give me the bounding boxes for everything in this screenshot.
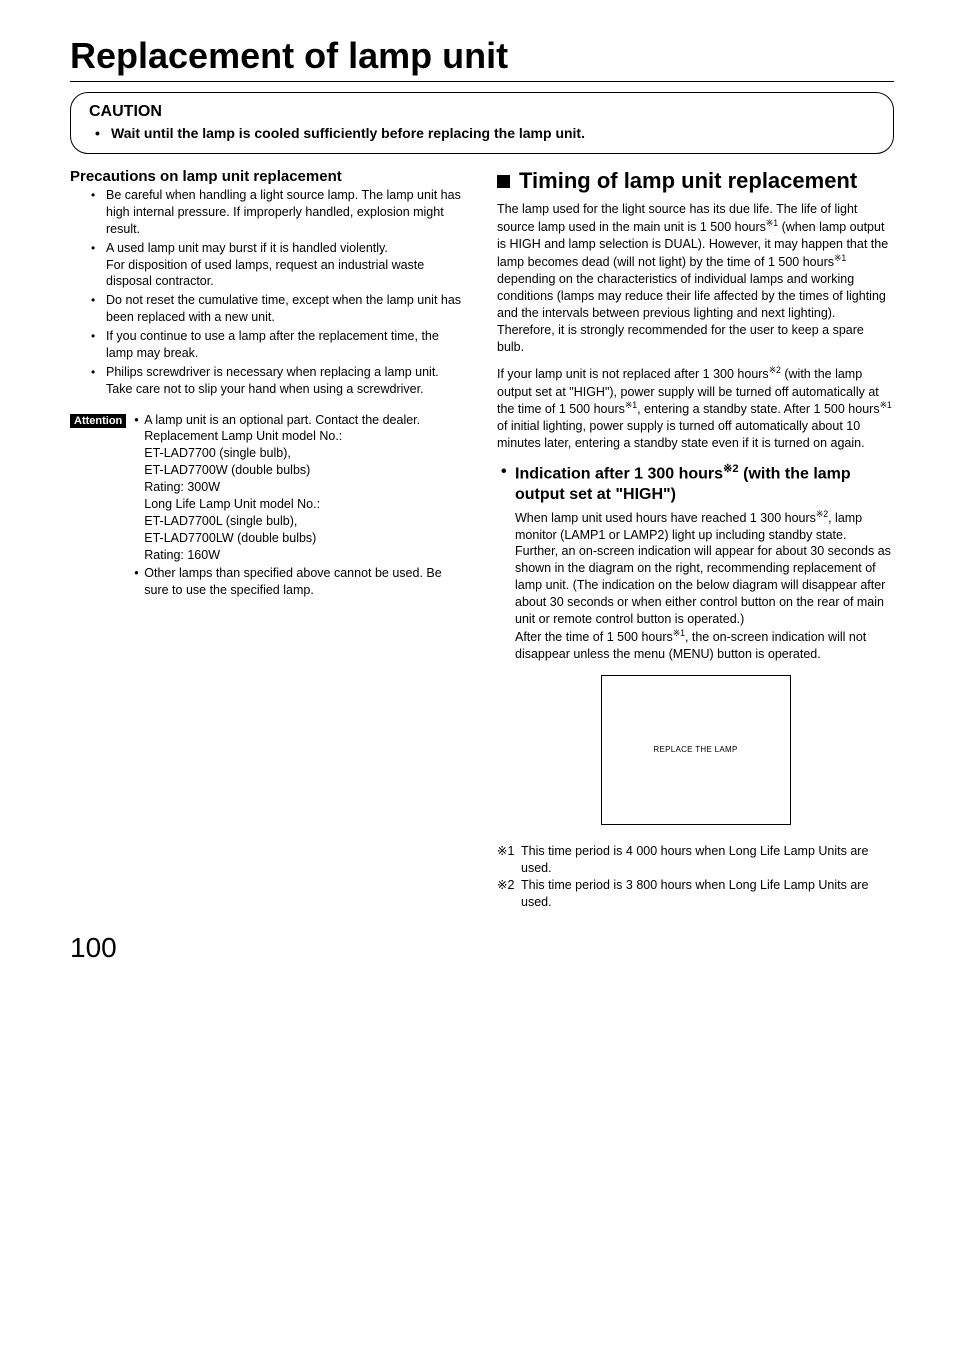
timing-paragraph-2: If your lamp unit is not replaced after … [497, 365, 894, 452]
indication-paragraph-2: Further, an on-screen indication will ap… [515, 543, 894, 627]
caution-heading: CAUTION [89, 103, 875, 121]
content-columns: Precautions on lamp unit replacement Be … [70, 168, 894, 912]
list-item: A lamp unit is an optional part. Contact… [134, 412, 467, 564]
text-span: Indication after 1 300 hours [515, 466, 723, 483]
osd-text: REPLACE THE LAMP [653, 745, 737, 754]
footnote-ref: ※1 [880, 400, 892, 410]
caution-text: Wait until the lamp is cooled sufficient… [111, 125, 875, 141]
list-item: Do not reset the cumulative time, except… [106, 292, 467, 326]
footnote-ref: ※2 [816, 509, 828, 519]
footnote-ref: ※1 [673, 628, 685, 638]
list-item: Philips screwdriver is necessary when re… [106, 364, 467, 398]
list-item: A used lamp unit may burst if it is hand… [106, 240, 467, 291]
attention-block: Attention A lamp unit is an optional par… [70, 412, 467, 602]
footnote-marker: ※1 [497, 843, 514, 860]
footnote-text: This time period is 3 800 hours when Lon… [521, 878, 868, 909]
footnote-item: ※2 This time period is 3 800 hours when … [497, 877, 894, 911]
text-span: If your lamp unit is not replaced after … [497, 368, 769, 382]
footnote-item: ※1 This time period is 4 000 hours when … [497, 843, 894, 877]
timing-paragraph-1: The lamp used for the light source has i… [497, 201, 894, 355]
text-span: of initial lighting, power supply is tur… [497, 419, 865, 450]
text-span: , entering a standby state. After 1 500 … [637, 403, 880, 417]
left-column: Precautions on lamp unit replacement Be … [70, 168, 467, 912]
indication-paragraph-3: After the time of 1 500 hours※1, the on-… [515, 628, 894, 663]
timing-title: Timing of lamp unit replacement [497, 168, 894, 193]
precautions-list: Be careful when handling a light source … [70, 187, 467, 398]
footnote-ref: ※1 [766, 218, 778, 228]
title-rule [70, 81, 894, 82]
footnote-ref: ※2 [723, 463, 739, 475]
page-title: Replacement of lamp unit [70, 35, 894, 77]
footnote-list: ※1 This time period is 4 000 hours when … [497, 843, 894, 912]
indication-paragraph: When lamp unit used hours have reached 1… [515, 509, 894, 544]
page-number: 100 [70, 932, 894, 964]
footnote-ref: ※1 [834, 253, 846, 263]
footnote-ref: ※2 [769, 365, 781, 375]
text-span: depending on the characteristics of indi… [497, 272, 886, 354]
footnote-text: This time period is 4 000 hours when Lon… [521, 844, 868, 875]
list-item: If you continue to use a lamp after the … [106, 328, 467, 362]
list-item: Other lamps than specified above cannot … [134, 565, 467, 599]
osd-diagram: REPLACE THE LAMP [601, 675, 791, 825]
footnote-ref: ※1 [625, 400, 637, 410]
indication-title: Indication after 1 300 hours※2 (with the… [515, 462, 894, 504]
list-item: Be careful when handling a light source … [106, 187, 467, 238]
text-span: After the time of 1 500 hours [515, 630, 673, 644]
precautions-heading: Precautions on lamp unit replacement [70, 168, 467, 185]
attention-badge: Attention [70, 414, 126, 428]
caution-box: CAUTION Wait until the lamp is cooled su… [70, 92, 894, 154]
footnote-marker: ※2 [497, 877, 514, 894]
indication-subsection: Indication after 1 300 hours※2 (with the… [497, 462, 894, 663]
right-column: Timing of lamp unit replacement The lamp… [497, 168, 894, 912]
attention-list: A lamp unit is an optional part. Contact… [134, 412, 467, 602]
text-span: When lamp unit used hours have reached 1… [515, 511, 816, 525]
